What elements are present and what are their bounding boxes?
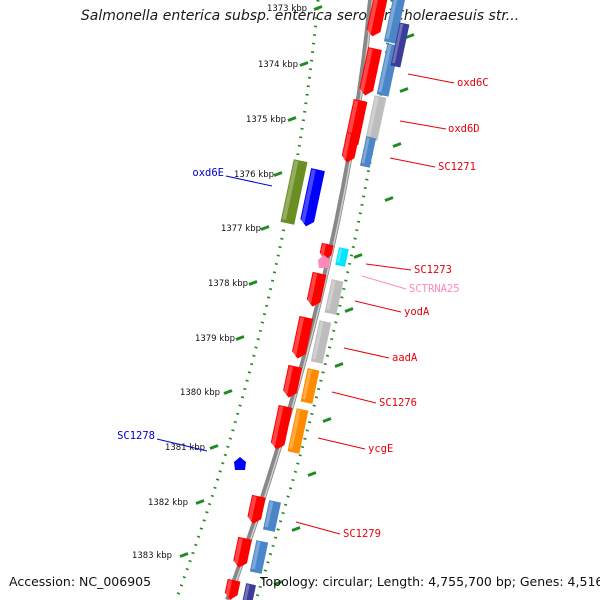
scale-label: 1373 kbp (267, 4, 307, 14)
gene-arrow (270, 405, 293, 450)
gene-arrow (359, 136, 377, 168)
gene-arrow (300, 368, 320, 404)
label-leader-line (407, 73, 455, 84)
gene-arrow (310, 320, 332, 364)
inner-tick (322, 417, 332, 423)
scale-tick (260, 225, 270, 231)
gene-arrow (366, 0, 391, 37)
inner-tick (307, 471, 317, 477)
inner-tick (392, 142, 402, 148)
gene-label[interactable]: SCTRNA25 (409, 283, 460, 295)
inner-tick (399, 87, 409, 93)
scale-label: 1381 kbp (165, 443, 205, 453)
gene-arrow (319, 242, 334, 260)
scale-tick-marks (179, 5, 323, 558)
gene-arrow (287, 408, 309, 454)
inner-tick (353, 253, 363, 259)
gene-label[interactable]: yodA (404, 306, 430, 318)
scale-tick (248, 280, 258, 286)
scale-label: 1374 kbp (258, 60, 298, 70)
gene-label[interactable]: aadA (392, 352, 418, 364)
scale-label: 1379 kbp (195, 334, 235, 344)
gene-label[interactable]: SC1279 (343, 528, 381, 540)
scale-label: 1382 kbp (148, 498, 188, 508)
gene-label[interactable]: SC1276 (379, 397, 417, 409)
scale-tick (223, 389, 233, 395)
gene-arrow (263, 500, 281, 532)
inner-tick (384, 196, 394, 202)
scale-label: 1380 kbp (180, 388, 220, 398)
scale-tick (313, 5, 323, 11)
inner-tick (291, 526, 301, 532)
gene-label[interactable]: oxd6D (448, 123, 480, 135)
outer-dotted-track (174, 0, 320, 600)
label-leader-line (343, 347, 390, 359)
gene-label[interactable]: oxd6E (192, 167, 224, 179)
gene-label-leaders (156, 73, 455, 535)
scale-tick (195, 499, 205, 505)
gene-arrow (306, 271, 327, 307)
gene-features (224, 0, 410, 600)
gene-arrow (365, 95, 387, 141)
scale-label: 1378 kbp (208, 279, 248, 289)
genome-summary-text: Topology: circular; Length: 4,755,700 bp… (260, 574, 600, 589)
scale-labels: 1373 kbp 1374 kbp 1375 kbp 1376 kbp 1377 kbp… (132, 4, 307, 561)
inner-tick-marks (273, 33, 415, 586)
gene-arrow (283, 364, 303, 398)
gene-arrow (233, 536, 252, 568)
label-leader-line (399, 120, 447, 130)
label-leader-line (389, 157, 436, 168)
inner-tick (334, 362, 344, 368)
label-leader-line (317, 437, 366, 450)
label-leader-line (365, 263, 412, 271)
scale-label: 1377 kbp (221, 224, 261, 234)
label-leader-line (354, 300, 402, 313)
scale-tick (273, 171, 283, 177)
inner-tick (344, 307, 354, 313)
gene-arrow (280, 159, 308, 225)
label-leader-line (225, 175, 273, 187)
gene-arrow (359, 47, 382, 96)
gene-arrow (390, 22, 410, 68)
scale-label: 1383 kbp (132, 551, 172, 561)
gene-arrow (335, 247, 349, 267)
label-leader-line (361, 275, 407, 290)
label-leader-line (295, 521, 341, 535)
small-feature (234, 457, 246, 470)
gene-arrow (300, 168, 325, 227)
scale-label: 1376 kbp (234, 170, 274, 180)
scale-tick (235, 335, 245, 341)
gene-label[interactable]: oxd6C (457, 77, 489, 89)
small-feature (318, 255, 330, 268)
scale-tick (209, 444, 219, 450)
gene-arrow (324, 279, 344, 315)
gene-label[interactable]: ycgE (368, 443, 393, 455)
scale-tick (299, 61, 309, 67)
gene-arrow (292, 316, 314, 359)
gene-arrow (242, 583, 256, 600)
label-leader-line (156, 438, 208, 452)
scale-tick (179, 552, 189, 558)
scale-tick (287, 116, 297, 122)
gene-arrow (224, 578, 241, 600)
genome-title: Salmonella enterica subsp. enterica sero… (80, 8, 520, 24)
inner-tick (273, 580, 283, 586)
label-leader-line (331, 391, 377, 404)
gene-arrow (341, 131, 360, 163)
inner-tick (405, 33, 415, 39)
gene-arrow (383, 0, 407, 44)
gene-label[interactable]: SC1271 (438, 161, 476, 173)
gene-labels: oxd6C oxd6D SC1271 oxd6E SC1273 SCTRNA25 yodA a… (117, 77, 489, 540)
gene-arrow (249, 540, 269, 574)
scale-label: 1375 kbp (246, 115, 286, 125)
gene-label[interactable]: SC1273 (414, 264, 452, 276)
accession-text: Accession: NC_006905 (9, 574, 152, 589)
gene-label[interactable]: SC1278 (117, 430, 155, 442)
gene-arrow (247, 494, 266, 524)
